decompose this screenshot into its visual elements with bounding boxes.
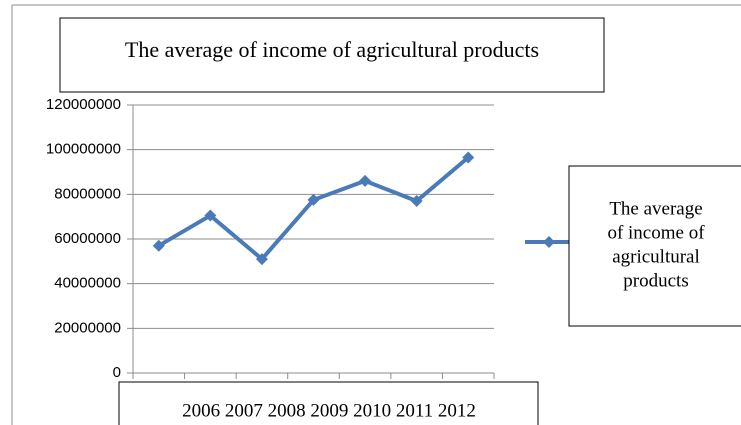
- x-axis-ticks: [132, 373, 495, 379]
- legend-label-line: The average: [609, 198, 702, 219]
- data-point-marker: [204, 209, 217, 222]
- y-tick-label: 80000000: [54, 185, 121, 202]
- category-labels: 2006 2007 2008 2009 2010 2011 2012: [182, 400, 476, 421]
- legend-label: The average of income of agricultural produ…: [607, 198, 705, 291]
- data-point-marker: [307, 193, 320, 206]
- legend-marker: [543, 236, 555, 248]
- legend-box: [568, 165, 741, 327]
- y-tick-label: 100000000: [46, 141, 121, 158]
- data-point-marker: [255, 253, 268, 266]
- data-point-marker: [462, 151, 475, 164]
- y-tick-label: 0: [113, 364, 121, 381]
- legend-label-line: agricultural: [612, 246, 700, 267]
- series-line: [157, 155, 470, 262]
- data-point-marker: [359, 174, 372, 187]
- chart-title: The average of income of agricultural pr…: [125, 37, 539, 62]
- title-box: [59, 17, 605, 93]
- category-label-box: [118, 381, 539, 425]
- data-point-marker: [152, 239, 165, 252]
- y-axis-tick-labels: 0 20000000 40000000 60000000 80000000 1000000…: [46, 96, 121, 381]
- y-tick-label: 40000000: [54, 275, 121, 292]
- legend-label-line: products: [623, 270, 688, 291]
- y-tick-label: 60000000: [54, 230, 121, 247]
- y-tick-label: 20000000: [54, 319, 121, 336]
- series-line-group: [152, 151, 475, 266]
- y-tick-label: 120000000: [46, 96, 121, 113]
- gridlines: [127, 104, 494, 329]
- data-point-marker: [410, 195, 423, 208]
- legend-label-line: of income of: [607, 222, 705, 243]
